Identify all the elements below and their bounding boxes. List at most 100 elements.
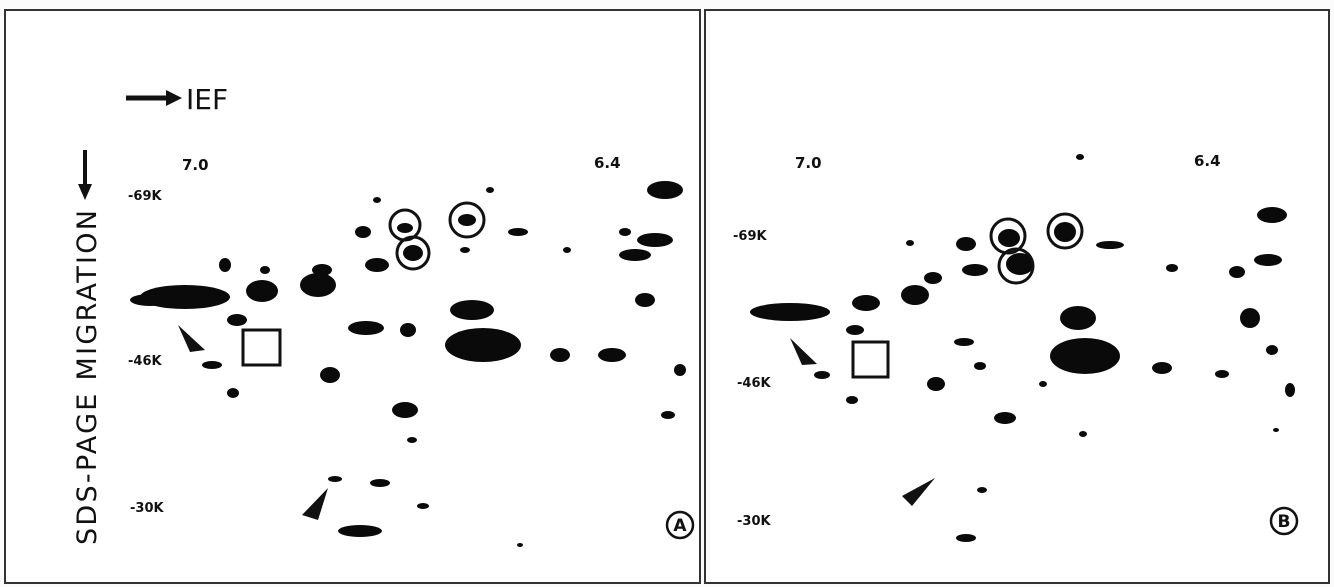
protein-spot bbox=[1254, 254, 1282, 266]
protein-spot bbox=[1257, 207, 1287, 223]
protein-spot bbox=[852, 295, 880, 311]
panel-badge bbox=[665, 510, 695, 540]
arrowhead-marker bbox=[790, 338, 817, 365]
protein-spot bbox=[1273, 428, 1279, 432]
protein-spot bbox=[647, 181, 683, 199]
circle-marker bbox=[448, 201, 486, 239]
protein-spot bbox=[227, 314, 247, 326]
protein-spot bbox=[1039, 381, 1047, 387]
protein-spot bbox=[417, 503, 429, 509]
protein-spot bbox=[392, 402, 418, 418]
protein-spot bbox=[1079, 431, 1087, 437]
protein-spot bbox=[130, 294, 170, 306]
protein-spot bbox=[338, 525, 382, 537]
protein-spot bbox=[619, 249, 651, 261]
ph-marker: 6.4 bbox=[594, 154, 621, 172]
protein-spot bbox=[397, 223, 413, 233]
protein-spot bbox=[219, 258, 231, 272]
arrowhead-marker bbox=[902, 478, 935, 506]
protein-spot bbox=[400, 323, 416, 337]
protein-spot bbox=[508, 228, 528, 236]
protein-spot bbox=[373, 197, 381, 203]
protein-spot bbox=[1240, 308, 1260, 328]
protein-spot bbox=[924, 272, 942, 284]
arrowhead-marker bbox=[302, 488, 328, 520]
protein-spot bbox=[1266, 345, 1278, 355]
protein-spot bbox=[355, 226, 371, 238]
protein-spot bbox=[450, 300, 494, 320]
protein-spot bbox=[962, 264, 988, 276]
ief-arrowhead bbox=[166, 90, 182, 106]
panel-b-frame bbox=[704, 9, 1330, 584]
protein-spot bbox=[846, 396, 858, 404]
panel-a-frame bbox=[4, 9, 701, 584]
protein-spot bbox=[1285, 383, 1295, 397]
protein-spot bbox=[517, 543, 523, 547]
protein-spot bbox=[550, 348, 570, 362]
protein-spot bbox=[674, 364, 686, 376]
protein-spot bbox=[1060, 306, 1096, 330]
protein-spot bbox=[312, 264, 332, 276]
protein-spot bbox=[598, 348, 626, 362]
sds-arrowhead bbox=[78, 184, 92, 200]
ph-marker: 7.0 bbox=[182, 156, 209, 174]
protein-spot bbox=[1096, 241, 1124, 249]
arrowhead-marker bbox=[178, 325, 205, 352]
protein-spot bbox=[635, 293, 655, 307]
protein-spot bbox=[300, 273, 336, 297]
protein-spot bbox=[202, 361, 222, 369]
protein-spot bbox=[1050, 338, 1120, 374]
circle-marker bbox=[1046, 212, 1084, 250]
circle-marker bbox=[997, 247, 1035, 285]
protein-spot bbox=[460, 247, 470, 253]
protein-spot bbox=[906, 240, 914, 246]
protein-spot bbox=[661, 411, 675, 419]
protein-spot bbox=[486, 187, 494, 193]
protein-spot bbox=[403, 245, 423, 261]
mw-marker: -46K bbox=[128, 354, 162, 369]
protein-spot bbox=[954, 338, 974, 346]
protein-spot bbox=[956, 534, 976, 542]
protein-spot bbox=[246, 280, 278, 302]
protein-spot bbox=[407, 437, 417, 443]
protein-spot bbox=[998, 229, 1020, 247]
mw-marker: -69K bbox=[733, 229, 767, 244]
panel-label: B bbox=[1278, 512, 1291, 532]
protein-spot bbox=[320, 367, 340, 383]
mw-marker: -46K bbox=[737, 376, 771, 391]
protein-spot bbox=[328, 476, 342, 482]
protein-spot bbox=[814, 371, 830, 379]
protein-spot bbox=[1076, 154, 1084, 160]
protein-spot bbox=[927, 377, 945, 391]
box-marker bbox=[241, 328, 282, 367]
ph-marker: 7.0 bbox=[795, 154, 822, 172]
protein-spot bbox=[1215, 370, 1229, 378]
mw-marker: -30K bbox=[737, 514, 771, 529]
circle-marker bbox=[989, 217, 1027, 255]
protein-spot bbox=[846, 325, 864, 335]
ief-label: IEF bbox=[186, 83, 228, 116]
protein-spot bbox=[458, 214, 476, 226]
protein-spot bbox=[445, 328, 521, 362]
protein-spot bbox=[365, 258, 389, 272]
mw-marker: -69K bbox=[128, 189, 162, 204]
protein-spot bbox=[974, 362, 986, 370]
protein-spot bbox=[977, 487, 987, 493]
protein-spot bbox=[348, 321, 384, 335]
protein-spot bbox=[619, 228, 631, 236]
panel-label: A bbox=[673, 516, 687, 536]
protein-spot bbox=[260, 266, 270, 274]
ph-marker: 6.4 bbox=[1194, 152, 1221, 170]
protein-spot bbox=[901, 285, 929, 305]
protein-spot bbox=[227, 388, 239, 398]
protein-spot bbox=[637, 233, 673, 247]
protein-spot bbox=[370, 479, 390, 487]
panel-badge bbox=[1269, 506, 1299, 536]
protein-spot bbox=[994, 412, 1016, 424]
protein-spot bbox=[1006, 253, 1034, 275]
protein-spot bbox=[1054, 222, 1076, 242]
mw-marker: -30K bbox=[130, 501, 164, 516]
protein-spot bbox=[1229, 266, 1245, 278]
protein-spot bbox=[956, 237, 976, 251]
